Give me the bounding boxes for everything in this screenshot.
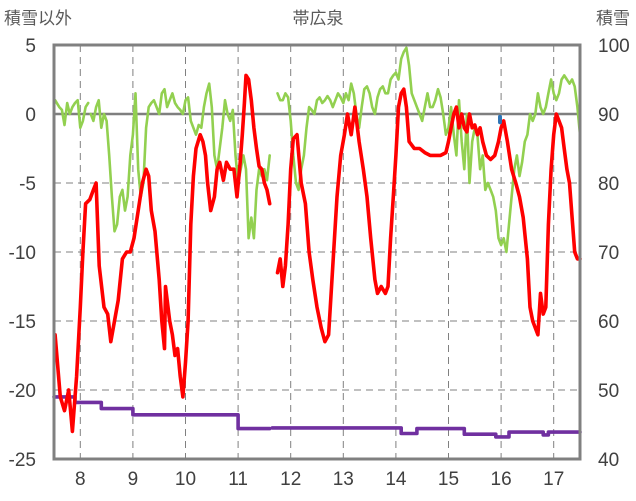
x-tick-label: 17 [543, 469, 564, 490]
x-tick-label: 12 [280, 469, 301, 490]
x-tick-label: 11 [228, 469, 248, 490]
y-right-tick-label: 80 [598, 174, 619, 195]
x-tick-label: 14 [385, 469, 407, 490]
snow-depth-line [270, 426, 582, 439]
y-left-tick-label: 0 [25, 105, 36, 126]
x-tick-label: 13 [333, 469, 354, 490]
plot-frame [52, 43, 582, 461]
x-tick-label: 16 [491, 469, 512, 490]
y-left-tick-label: -20 [9, 381, 36, 402]
y-left-tick-label: -15 [9, 312, 36, 333]
series-layer [52, 46, 582, 439]
temperature-line [53, 73, 272, 434]
y-left-tick-label: 5 [25, 36, 36, 57]
y-left-tick-label: -10 [9, 243, 36, 264]
x-tick-label: 8 [75, 469, 86, 490]
y-axis-label-right: 積雪 [596, 9, 630, 29]
y-right-tick-label: 50 [598, 381, 619, 402]
tick-labels: 8 9 10 11 12 13 14 15 16 1750-5-10-15-20-25100908… [9, 36, 630, 490]
y-left-tick-label: -25 [9, 450, 36, 471]
y-right-tick-label: 100 [598, 36, 630, 57]
y-left-tick-label: -5 [19, 174, 36, 195]
temperature-line [275, 87, 582, 344]
green-series-line [53, 98, 90, 130]
x-tick-label: 10 [175, 469, 196, 490]
y-right-tick-label: 70 [598, 243, 619, 264]
x-tick-label: 9 [128, 469, 139, 490]
y-right-tick-label: 90 [598, 105, 619, 126]
y-axis-label-left: 積雪以外 [4, 9, 72, 29]
chart-title: 帯広泉 [293, 9, 344, 29]
green-series-line [276, 46, 582, 254]
y-right-tick-label: 60 [598, 312, 619, 333]
y-right-tick-label: 40 [598, 450, 619, 471]
x-tick-label: 15 [438, 469, 459, 490]
